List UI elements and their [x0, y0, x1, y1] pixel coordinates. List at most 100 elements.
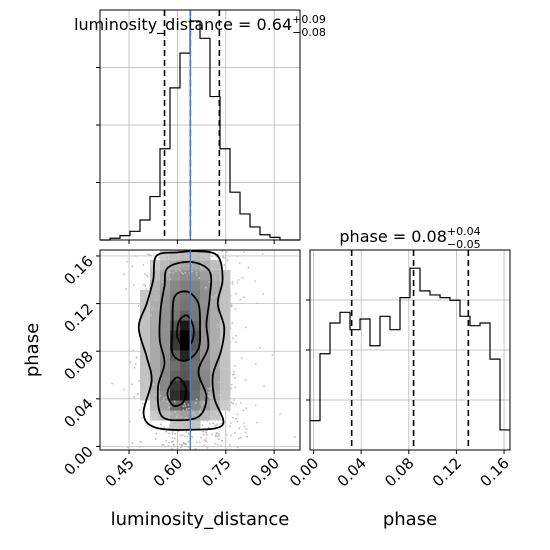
scatter-point — [184, 442, 186, 444]
density-cell — [200, 270, 211, 281]
scatter-point — [204, 431, 207, 434]
density-cell — [180, 410, 191, 421]
density-cell — [170, 330, 181, 341]
density-cell — [160, 400, 171, 411]
scatter-point — [236, 446, 239, 449]
scatter-point — [225, 289, 228, 292]
scatter-point — [151, 305, 153, 308]
histogram-phase — [310, 267, 510, 431]
tick-label-phase-y: 0.16 — [60, 252, 96, 288]
scatter-point — [129, 420, 131, 423]
scatter-point — [162, 257, 165, 259]
scatter-point — [214, 413, 217, 416]
scatter-point — [254, 280, 256, 283]
scatter-point — [178, 443, 181, 446]
scatter-point — [232, 337, 234, 340]
density-cell — [140, 350, 151, 361]
density-cell — [170, 300, 181, 311]
scatter-point — [235, 417, 237, 420]
scatter-point — [215, 264, 218, 266]
scatter-point — [220, 356, 223, 359]
density-cell — [210, 320, 221, 331]
scatter-point — [129, 361, 132, 364]
density-cell — [180, 420, 191, 431]
scatter-point — [208, 423, 211, 425]
density-cell — [220, 390, 231, 401]
scatter-point — [143, 273, 146, 276]
density-cell — [180, 340, 191, 351]
scatter-point — [205, 252, 208, 255]
scatter-point — [219, 383, 222, 386]
density-cell — [160, 300, 171, 311]
density-cell — [200, 330, 211, 341]
scatter-point — [187, 404, 190, 406]
density-cell — [150, 290, 161, 301]
scatter-point — [143, 283, 145, 286]
scatter-point — [174, 410, 177, 413]
scatter-point — [164, 445, 167, 448]
scatter-point — [155, 432, 158, 435]
scatter-point — [162, 399, 165, 402]
scatter-point — [259, 346, 262, 349]
scatter-point — [138, 380, 141, 382]
scatter-point — [229, 425, 232, 428]
scatter-point — [238, 262, 241, 264]
scatter-point — [149, 314, 152, 317]
density-cell — [190, 270, 201, 281]
scatter-point — [230, 401, 233, 404]
density-cell — [170, 340, 181, 351]
scatter-point — [214, 267, 217, 269]
scatter-point — [168, 406, 170, 409]
scatter-point — [233, 370, 235, 373]
scatter-point — [217, 324, 219, 326]
scatter-point — [139, 445, 141, 448]
density-cell — [220, 290, 231, 301]
scatter-point — [153, 401, 156, 404]
density-cell — [170, 280, 181, 291]
scatter-point — [201, 403, 204, 406]
scatter-point — [195, 273, 198, 276]
density-cell — [170, 360, 181, 371]
scatter-point — [181, 434, 184, 437]
scatter-point — [152, 383, 155, 386]
scatter-point — [229, 444, 231, 446]
scatter-point — [221, 383, 223, 386]
density-cell — [160, 330, 171, 341]
scatter-point — [213, 297, 216, 300]
scatter-point — [182, 409, 185, 412]
scatter-point — [210, 418, 212, 421]
density-cell — [150, 350, 161, 361]
scatter-point — [262, 293, 265, 295]
scatter-point — [186, 421, 188, 424]
scatter-point — [141, 416, 144, 419]
density-cell — [220, 370, 231, 381]
scatter-point — [134, 362, 137, 365]
scatter-point — [293, 436, 296, 438]
scatter-point — [214, 435, 217, 438]
scatter-point — [226, 259, 229, 262]
scatter-point — [192, 411, 195, 414]
density-cell — [150, 330, 161, 341]
scatter-point — [158, 256, 161, 259]
scatter-point — [196, 441, 198, 444]
scatter-point — [180, 271, 183, 274]
scatter-point — [194, 255, 197, 258]
scatter-point — [154, 410, 157, 413]
tick-label-phase-y: 0.08 — [60, 347, 96, 383]
density-cell — [150, 380, 161, 391]
density-cell — [190, 290, 201, 301]
scatter-point — [231, 283, 234, 285]
density-cell — [170, 310, 181, 321]
density-cell — [180, 330, 191, 341]
scatter-point — [185, 443, 188, 446]
scatter-point — [222, 378, 225, 381]
scatter-point — [168, 272, 170, 274]
scatter-point — [185, 408, 188, 411]
density-cell — [140, 290, 151, 301]
scatter-point — [223, 264, 226, 266]
scatter-point — [243, 425, 246, 428]
title-phase: phase = 0.08+0.04 — [339, 225, 480, 246]
scatter-point — [161, 443, 163, 446]
scatter-point — [151, 267, 154, 270]
